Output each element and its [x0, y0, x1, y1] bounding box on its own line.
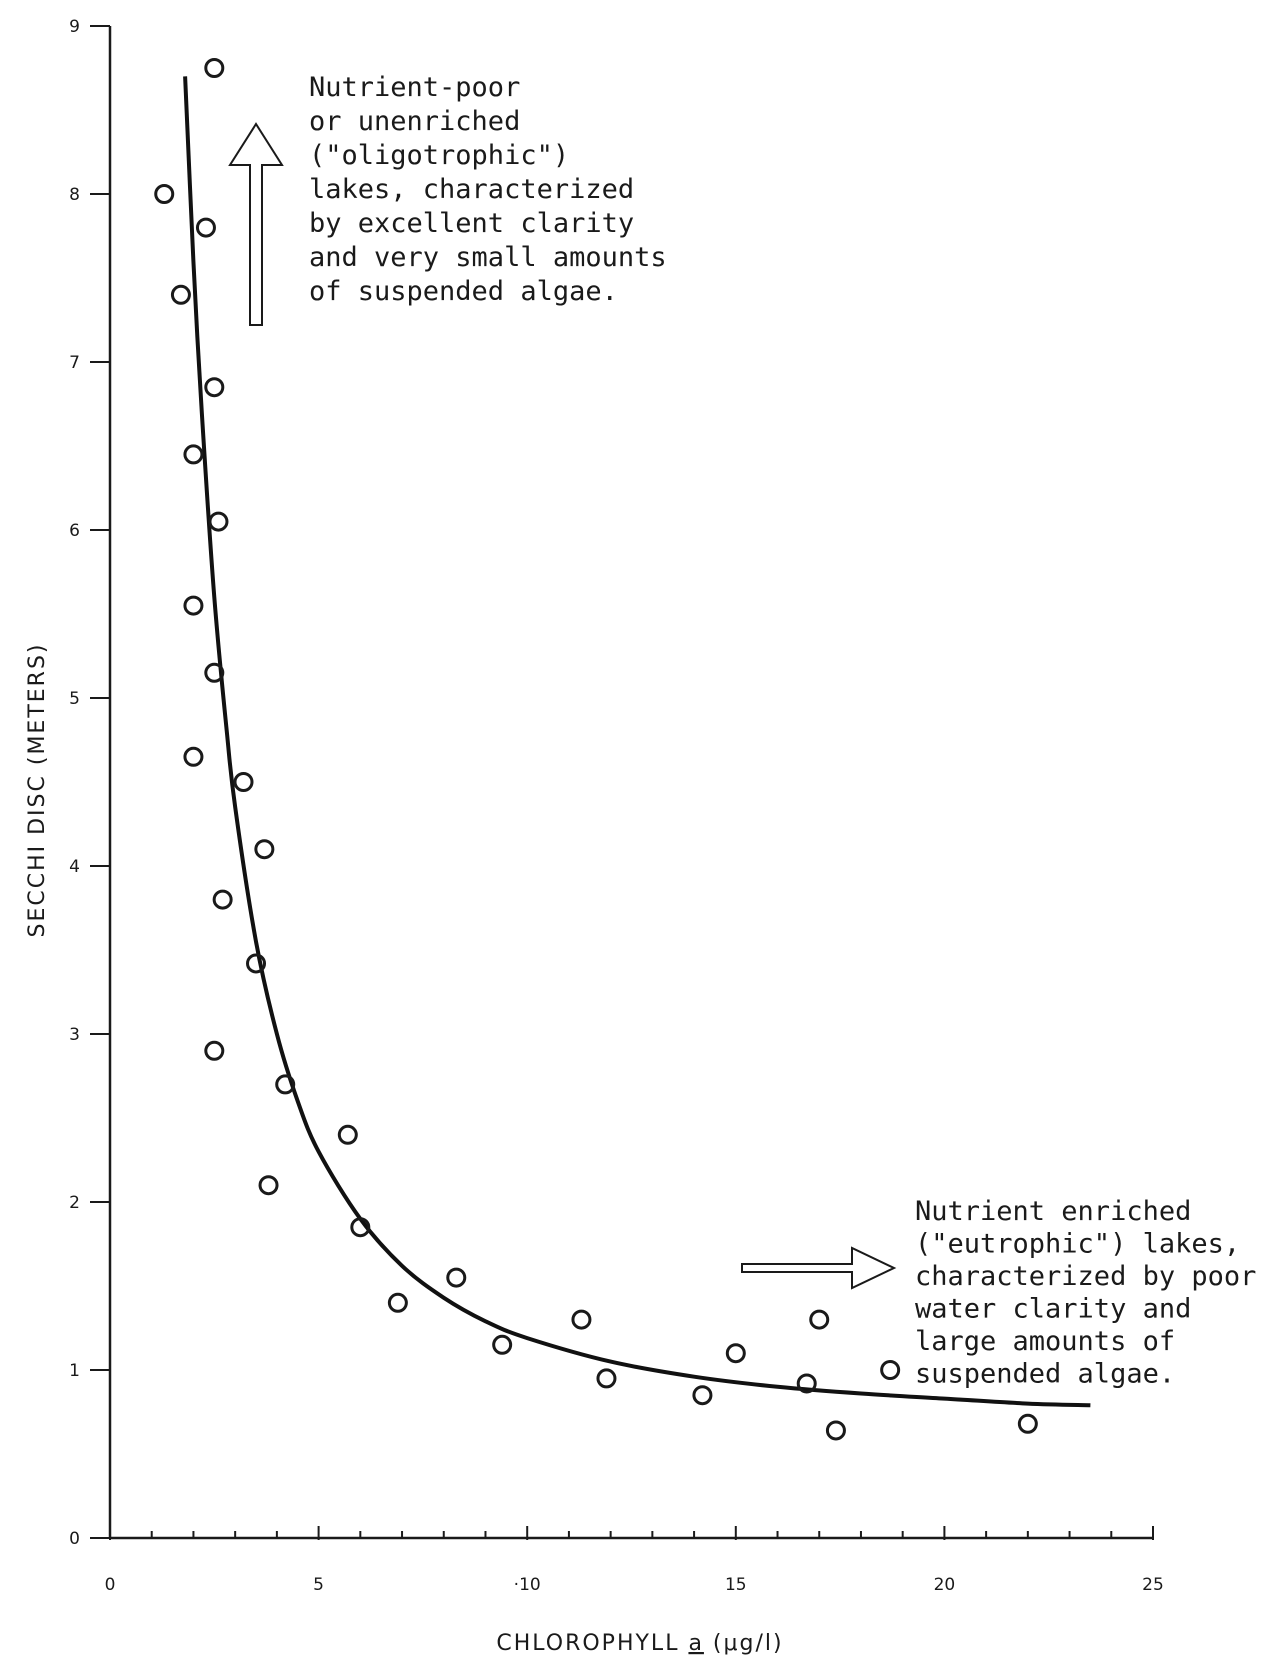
x-tick-label: ·10	[514, 1575, 541, 1595]
data-point	[258, 1175, 279, 1196]
data-point	[387, 1292, 408, 1313]
data-point	[233, 772, 254, 792]
y-tick-label: 2	[69, 1193, 80, 1213]
x-axis-title-symbol: a	[688, 1631, 703, 1656]
data-point	[571, 1309, 592, 1330]
data-point	[204, 1040, 225, 1061]
x-tick-label: 0	[105, 1575, 116, 1595]
annotation-line: water clarity and	[915, 1294, 1191, 1325]
y-tick-label: 1	[69, 1361, 80, 1381]
x-axis-title: CHLOROPHYLL a (μg/l)	[496, 1631, 783, 1656]
data-point	[204, 377, 225, 398]
data-point	[796, 1373, 817, 1394]
data-point	[809, 1309, 830, 1330]
y-tick-label: 9	[69, 17, 80, 37]
y-axis-title: SECCHI DISC (METERS)	[25, 643, 50, 938]
data-point	[275, 1074, 296, 1095]
x-axis-title-main: CHLOROPHYLL	[496, 1631, 688, 1656]
annotation-line: suspended algae.	[915, 1359, 1175, 1390]
data-point	[254, 839, 275, 860]
data-point	[492, 1334, 513, 1355]
annotation-line: characterized by poor	[915, 1261, 1256, 1292]
data-point	[725, 1343, 746, 1364]
annotation-line: of suspended algae.	[309, 276, 618, 307]
data-point	[170, 284, 191, 305]
data-point	[183, 746, 204, 767]
data-point	[596, 1368, 617, 1389]
y-tick-label: 5	[69, 689, 80, 709]
data-point	[825, 1420, 846, 1441]
data-points-layer	[154, 58, 1038, 1441]
annotation-line: Nutrient-poor	[309, 72, 520, 103]
data-point	[183, 595, 204, 616]
data-point	[183, 444, 204, 465]
annotation-line: ("oligotrophic")	[309, 140, 569, 171]
data-point	[350, 1217, 371, 1238]
data-point	[880, 1360, 901, 1380]
y-tick-label: 3	[69, 1025, 80, 1045]
data-point	[1017, 1413, 1038, 1434]
annotation-line: and very small amounts	[309, 242, 667, 273]
data-point	[212, 889, 233, 910]
annotation-line: large amounts of	[915, 1326, 1175, 1357]
data-point	[446, 1267, 467, 1288]
x-axis-title-unit: (μg/l)	[704, 1631, 784, 1656]
annotation-line: lakes, characterized	[309, 174, 634, 205]
annotation-line: by excellent clarity	[309, 208, 634, 239]
x-tick-label: 20	[934, 1575, 956, 1595]
data-point	[204, 58, 225, 78]
data-point	[204, 662, 225, 683]
data-point	[246, 953, 267, 974]
y-tick-label: 6	[69, 521, 80, 541]
y-tick-label: 0	[69, 1529, 80, 1549]
annotation-line: Nutrient enriched	[915, 1196, 1191, 1227]
data-point	[208, 511, 229, 532]
data-point	[154, 184, 175, 204]
annotation-line: ("eutrophic") lakes,	[915, 1229, 1240, 1260]
eutrophic-arrow	[741, 1246, 897, 1290]
x-tick-label: 15	[725, 1575, 747, 1595]
y-tick-label: 7	[69, 353, 80, 373]
axes: 0 5 ·10 15 20 25 0 1 2 3 4 5 6 7 8 9	[69, 17, 1164, 1595]
annotation-line: or unenriched	[309, 106, 520, 137]
x-tick-label: 25	[1142, 1575, 1164, 1595]
data-point	[337, 1124, 358, 1145]
data-point	[195, 217, 216, 238]
x-tick-label: 5	[313, 1575, 324, 1595]
y-tick-label: 4	[69, 857, 80, 877]
oligotrophic-annotation: Nutrient-poor or unenriched ("oligotrophic…	[309, 72, 667, 307]
y-tick-label: 8	[69, 185, 80, 205]
data-point	[692, 1385, 713, 1406]
oligotrophic-arrow	[228, 122, 284, 326]
eutrophic-annotation: Nutrient enriched ("eutrophic") lakes, cha…	[915, 1196, 1256, 1390]
